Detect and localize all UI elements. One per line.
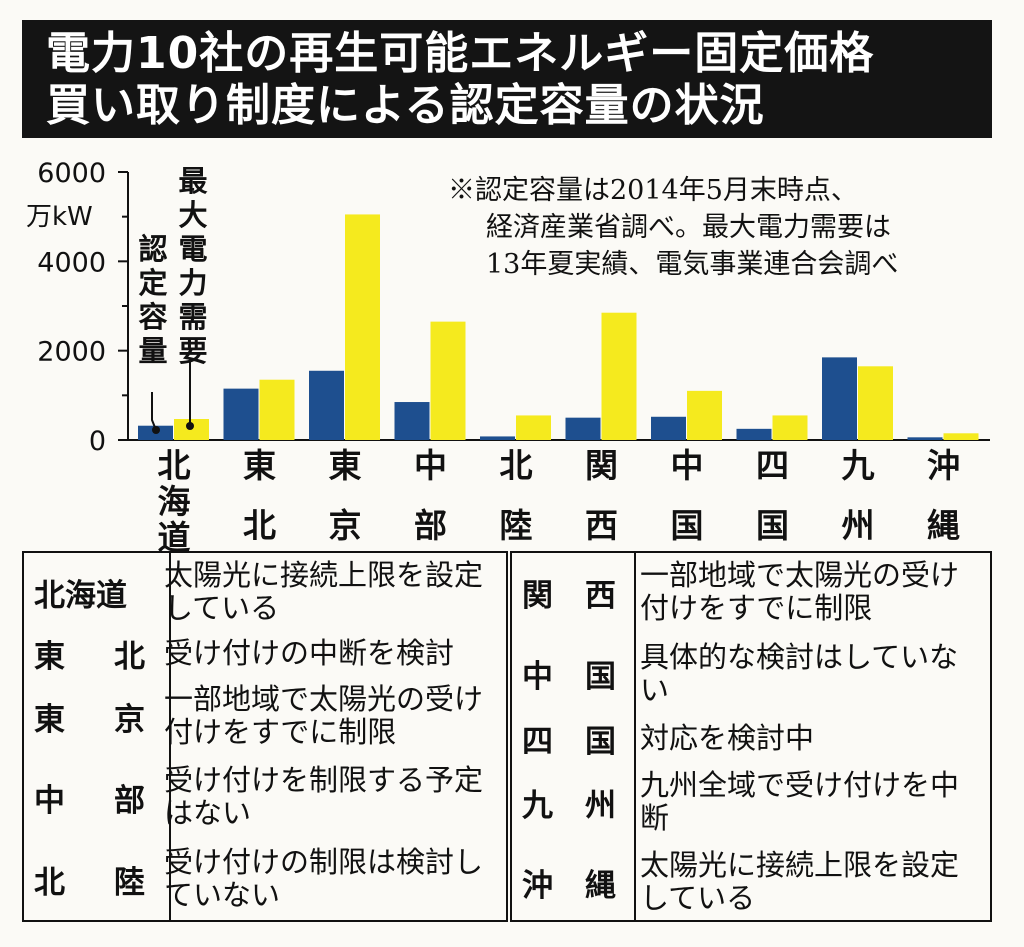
table-row: 中国具体的な検討はしていない bbox=[512, 631, 990, 716]
x-tick-label: 沖縄 bbox=[927, 446, 960, 545]
note-line-1: ※認定容量は2014年5月末時点、 bbox=[448, 175, 858, 206]
legend-certified: 認定容量 bbox=[138, 232, 168, 368]
table-row: 北海道 太陽光に接続上限を設定している bbox=[24, 553, 506, 631]
bar-peak bbox=[943, 433, 979, 440]
status-description: 対応を検討中 bbox=[640, 720, 815, 755]
bar-certified bbox=[480, 436, 515, 440]
utility-name: 関西 bbox=[522, 577, 616, 614]
utility-name: 中国 bbox=[522, 659, 616, 695]
utility-name: 沖縄 bbox=[522, 867, 616, 904]
bar-peak bbox=[345, 214, 380, 440]
bar-certified bbox=[822, 357, 857, 440]
status-description: 具体的な検討はしていない bbox=[640, 639, 959, 707]
table-row: 東京一部地域で太陽光の受け付けをすでに制限 bbox=[24, 676, 506, 756]
status-description: 一部地域で太陽光の受け付けをすでに制限 bbox=[640, 558, 960, 625]
y-tick-label: 6000 bbox=[37, 158, 106, 189]
x-tick-label: 九州 bbox=[841, 446, 875, 545]
note-line-3: 13年夏実績、電気事業連合会調べ bbox=[486, 249, 899, 280]
bar-peak bbox=[772, 415, 808, 440]
y-axis-unit: 万kW bbox=[26, 202, 93, 232]
source-note: ※認定容量は2014年5月末時点、 経済産業省調べ。最大電力需要は 13年夏実績… bbox=[448, 172, 988, 283]
utility-name: 中部 bbox=[34, 782, 145, 819]
status-description: 太陽光に接続上限を設定している bbox=[164, 558, 484, 625]
bar-certified bbox=[309, 370, 344, 440]
title-line-2: 買い取り制度による認定容量の状況 bbox=[46, 80, 765, 131]
x-tick-label: 四国 bbox=[756, 446, 789, 545]
bar-certified bbox=[565, 417, 601, 440]
bar-certified bbox=[651, 416, 686, 440]
table-row: 関西一部地域で太陽光の受け付けをすでに制限 bbox=[512, 553, 990, 631]
x-tick-label: 北陸 bbox=[499, 446, 533, 545]
bar-certified bbox=[394, 402, 430, 440]
table-row: 九州九州全域で受け付けを中断 bbox=[512, 760, 990, 844]
y-tick-label: 2000 bbox=[37, 337, 106, 368]
status-description: 九州全域で受け付けを中断 bbox=[640, 768, 960, 835]
status-description: 受け付けの中断を検討 bbox=[164, 636, 455, 670]
bar-peak bbox=[516, 415, 551, 440]
chart-title: 電力10社の再生可能エネルギー固定価格 買い取り制度による認定容量の状況 bbox=[22, 20, 992, 138]
table-row: 沖縄太陽光に接続上限を設定している bbox=[512, 844, 990, 920]
bar-peak bbox=[259, 379, 295, 440]
legend-dot-peak bbox=[186, 422, 194, 430]
bar-certified bbox=[736, 428, 772, 440]
table-row: 東北受け付けの中断を検討 bbox=[24, 631, 506, 676]
utility-name: 東京 bbox=[34, 701, 145, 738]
table-row: 中部受け付けを制限する予定はない bbox=[24, 756, 506, 838]
title-line-1: 電力10社の再生可能エネルギー固定価格 bbox=[46, 28, 875, 79]
table-row: 四国対応を検討中 bbox=[512, 716, 990, 760]
table-divider bbox=[634, 553, 636, 920]
status-description: 太陽光に接続上限を設定している bbox=[640, 848, 960, 915]
x-tick-label: 東北 bbox=[243, 446, 276, 545]
legend-peak: 最大電力需要 bbox=[178, 164, 208, 368]
bar-peak bbox=[601, 312, 637, 440]
status-description: 受け付けを制限する予定はない bbox=[164, 763, 484, 830]
note-line-2: 経済産業省調べ。最大電力需要は bbox=[486, 212, 891, 243]
utility-name: 北陸 bbox=[34, 864, 145, 901]
x-tick-label: 中国 bbox=[670, 446, 704, 545]
x-tick-label: 北海道 bbox=[157, 446, 191, 557]
table-row: 北陸受け付けの制限は検討していない bbox=[24, 838, 506, 920]
bar-peak bbox=[858, 366, 893, 440]
status-table-right: 関西一部地域で太陽光の受け付けをすでに制限中国具体的な検討はしていない四国対応を… bbox=[510, 551, 992, 922]
x-tick-label: 中部 bbox=[414, 446, 447, 545]
table-divider bbox=[169, 553, 171, 920]
bar-certified bbox=[907, 437, 943, 440]
utility-name: 東北 bbox=[34, 639, 145, 675]
bar-certified bbox=[223, 388, 259, 440]
legend-pointer-certified bbox=[151, 392, 157, 431]
status-table-left: 北海道 太陽光に接続上限を設定している東北受け付けの中断を検討東京一部地域で太陽光… bbox=[22, 551, 508, 922]
utility-name: 北海道 bbox=[34, 577, 127, 614]
y-tick-label: 0 bbox=[89, 426, 106, 457]
bar-peak bbox=[430, 321, 466, 440]
status-description: 一部地域で太陽光の受け付けをすでに制限 bbox=[164, 682, 484, 749]
legend-dot-certified bbox=[152, 426, 160, 434]
utility-name: 四国 bbox=[522, 723, 616, 760]
bar-chart: 0 2000 4000 6000 bbox=[37, 158, 990, 457]
y-tick-label: 4000 bbox=[37, 247, 106, 278]
bar-peak bbox=[687, 390, 722, 440]
status-description: 受け付けの制限は検討していない bbox=[164, 845, 484, 912]
x-tick-label: 東京 bbox=[328, 446, 362, 545]
utility-name: 九州 bbox=[522, 787, 616, 824]
x-tick-label: 関西 bbox=[585, 446, 618, 545]
